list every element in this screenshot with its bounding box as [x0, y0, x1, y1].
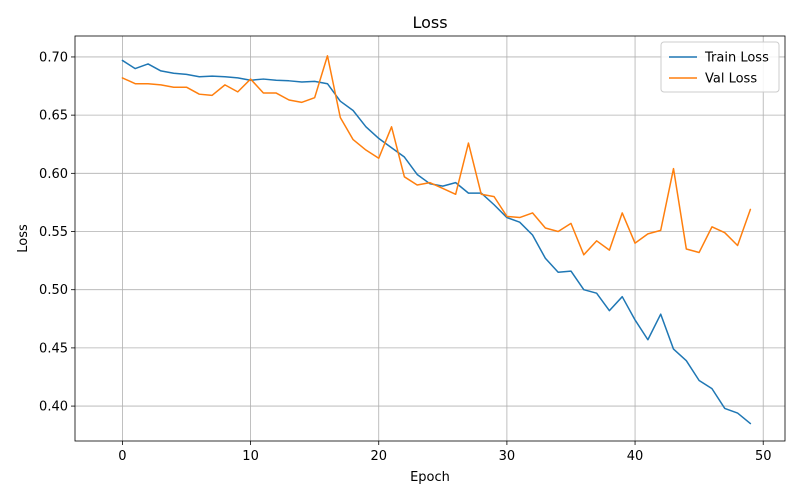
- chart-title: Loss: [412, 13, 447, 32]
- y-tick-label: 0.60: [39, 167, 68, 182]
- x-tick-label: 20: [370, 449, 387, 464]
- plot-frame: [74, 35, 786, 442]
- x-tick-label: 30: [499, 449, 516, 464]
- y-tick-label: 0.45: [39, 341, 68, 356]
- grid: [75, 36, 785, 441]
- series-layer: [121, 55, 752, 425]
- x-tick-label: 50: [755, 449, 772, 464]
- legend-label-val-loss: Val Loss: [705, 72, 757, 87]
- x-tick-label: 40: [627, 449, 644, 464]
- y-tick-label: 0.50: [39, 283, 68, 298]
- axis-ticks: 0 10 20 30 40 50 0.40 0.45 0.50 0.55 0.60 0.65 0.70: [39, 50, 771, 464]
- x-tick-label: 10: [242, 449, 259, 464]
- x-axis-label: Epoch: [410, 470, 450, 485]
- x-tick-label: 0: [118, 449, 126, 464]
- legend-box: [660, 41, 780, 93]
- legend-label-train-loss: Train Loss: [704, 51, 769, 66]
- y-axis-label: Loss: [16, 224, 31, 253]
- y-tick-label: 0.40: [39, 400, 68, 415]
- legend: Train Loss Val Loss: [660, 41, 780, 93]
- y-tick-label: 0.65: [39, 109, 68, 124]
- y-tick-label: 0.55: [39, 225, 68, 240]
- series-line-val-loss: [121, 55, 752, 256]
- y-tick-label: 0.70: [39, 50, 68, 65]
